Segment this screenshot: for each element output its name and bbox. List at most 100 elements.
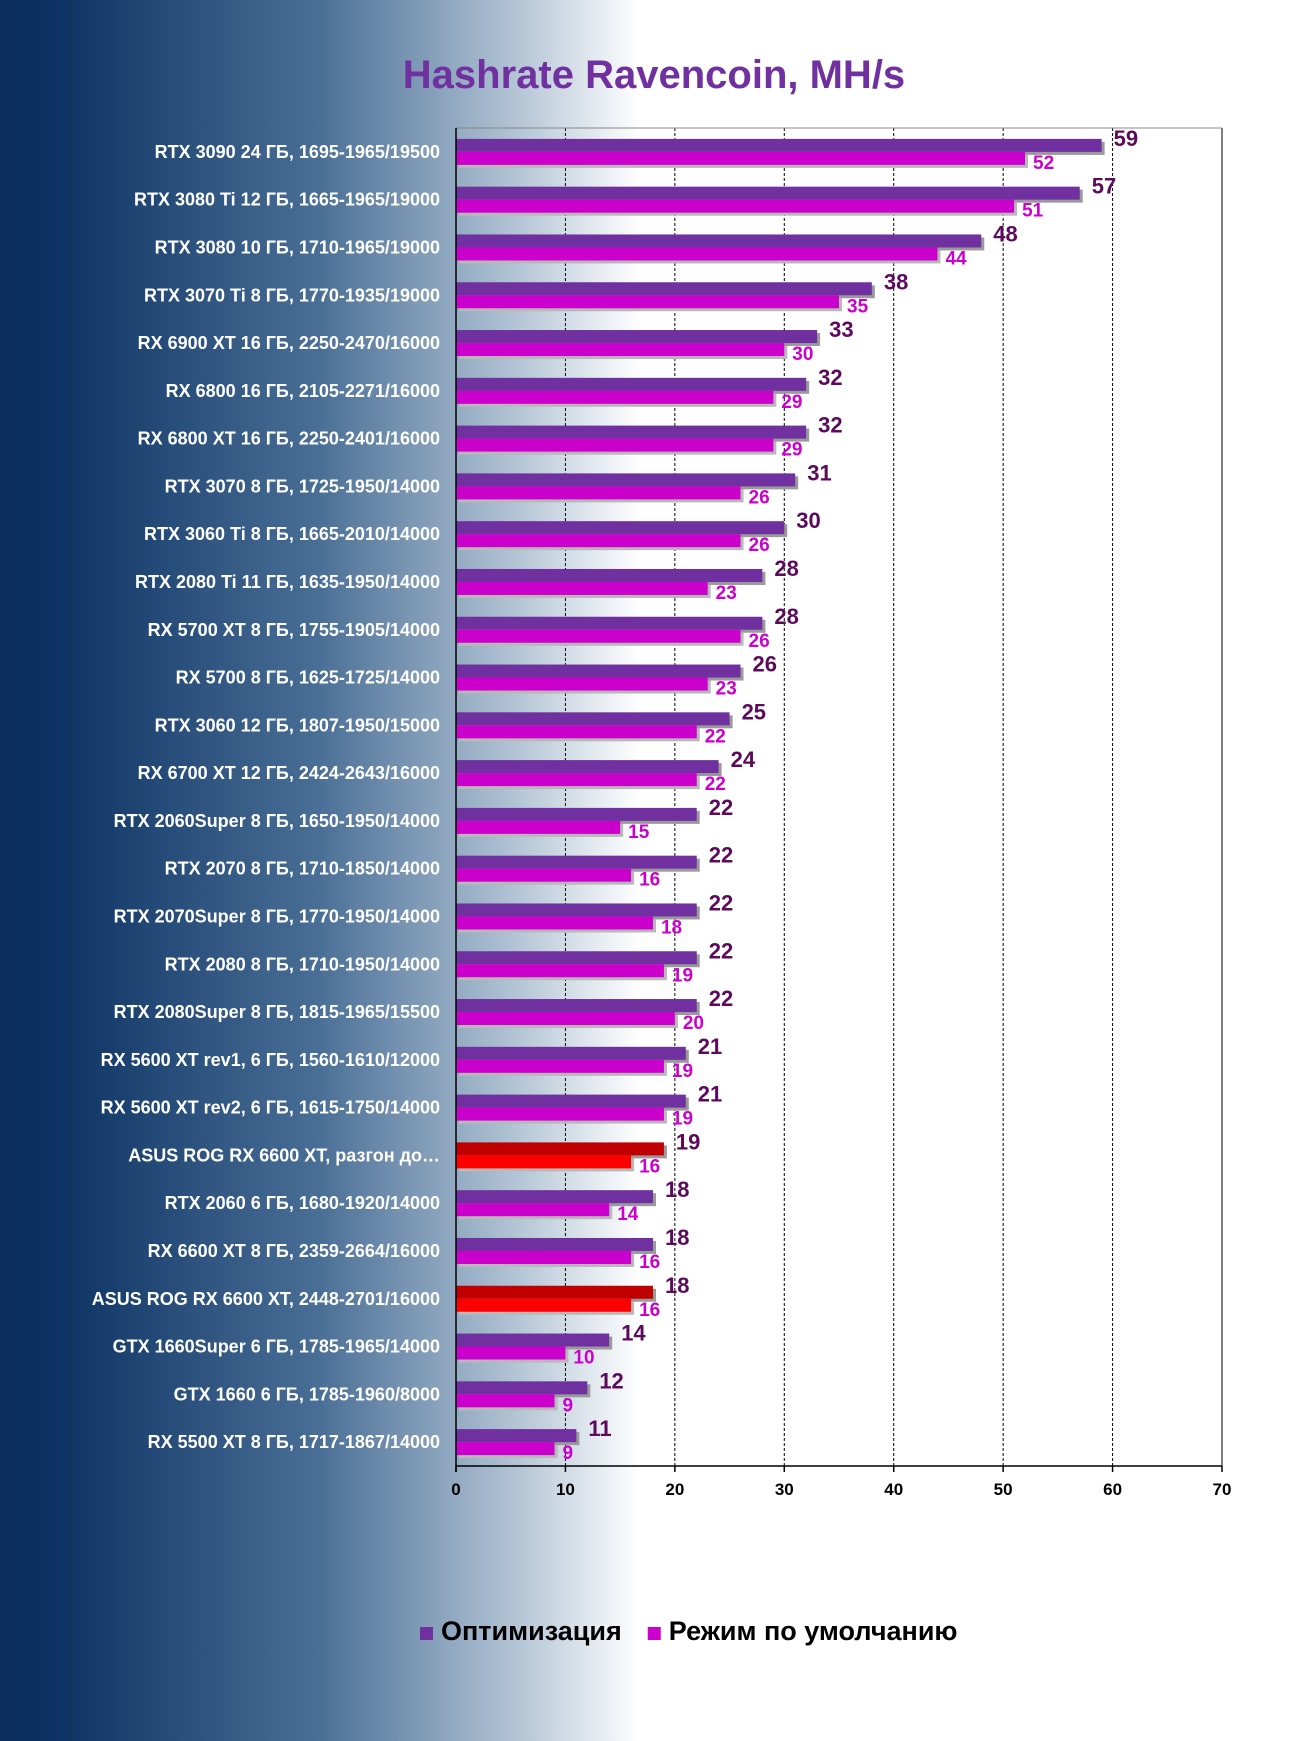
bar-optimization [456, 1429, 577, 1443]
value-label-optimization: 22 [709, 938, 733, 963]
value-label-default: 30 [792, 344, 813, 365]
value-label-optimization: 21 [698, 1082, 722, 1107]
value-label-optimization: 19 [676, 1129, 700, 1154]
category-label: ASUS ROG RX 6600 XT, разгон до… [128, 1145, 440, 1165]
category-label: RX 6800 XT 16 ГБ, 2250-2401/16000 [138, 429, 440, 449]
bar-optimization [456, 664, 741, 678]
bar-default [456, 581, 708, 595]
value-label-optimization: 18 [665, 1177, 689, 1202]
bar-optimization [456, 425, 807, 439]
x-tick-label: 40 [884, 1480, 903, 1499]
bar-optimization [456, 807, 697, 821]
value-label-optimization: 32 [818, 413, 842, 438]
value-label-default: 16 [639, 870, 660, 891]
bar-default [456, 534, 741, 548]
category-label: RX 6800 16 ГБ, 2105-2271/16000 [166, 381, 440, 401]
bar-default [456, 916, 653, 930]
value-label-optimization: 11 [588, 1416, 611, 1441]
bar-optimization [456, 330, 818, 344]
value-label-optimization: 14 [621, 1321, 646, 1346]
bar-default [456, 725, 697, 739]
x-tick-label: 30 [775, 1480, 794, 1499]
category-label: RTX 2080Super 8 ГБ, 1815-1965/15500 [114, 1002, 440, 1022]
bar-optimization [456, 616, 763, 630]
category-labels: RTX 3090 24 ГБ, 1695-1965/19500 RTX 3080 … [92, 142, 440, 1452]
value-label-optimization: 48 [993, 221, 1017, 246]
value-label-default: 26 [749, 535, 770, 556]
category-label: RTX 3060 Ti 8 ГБ, 1665-2010/14000 [144, 524, 440, 544]
value-label-default: 16 [639, 1252, 660, 1273]
legend-label: Режим по умолчанию [669, 1616, 958, 1646]
category-label: RTX 3070 8 ГБ, 1725-1950/14000 [165, 476, 440, 496]
bar-optimization [456, 1094, 686, 1108]
bar-optimization [456, 234, 982, 248]
x-tick-label: 10 [556, 1480, 575, 1499]
category-label: RTX 3080 Ti 12 ГБ, 1665-1965/19000 [134, 190, 440, 210]
bar-default [456, 1203, 610, 1217]
category-label: RX 6600 XT 8 ГБ, 2359-2664/16000 [148, 1241, 440, 1261]
bar-default [456, 868, 632, 882]
value-label-optimization: 21 [698, 1034, 722, 1059]
bar-optimization [456, 760, 719, 774]
bar-optimization [456, 1046, 686, 1060]
category-label: RTX 2060Super 8 ГБ, 1650-1950/14000 [114, 811, 440, 831]
value-label-optimization: 26 [753, 652, 777, 677]
bar-optimization [456, 999, 697, 1013]
value-label-optimization: 59 [1114, 126, 1138, 151]
value-label-default: 23 [716, 679, 737, 700]
bar-default [456, 1394, 555, 1408]
legend: Оптимизация Режим по умолчанию [420, 1616, 957, 1646]
bar-optimization [456, 712, 730, 726]
value-label-optimization: 30 [796, 508, 820, 533]
bar-default [456, 1250, 632, 1264]
bar-default [456, 773, 697, 787]
category-label: ASUS ROG RX 6600 XT, 2448-2701/16000 [92, 1289, 440, 1309]
category-label: RTX 2070 8 ГБ, 1710-1850/14000 [165, 859, 440, 879]
category-label: RTX 2080 Ti 11 ГБ, 1635-1950/14000 [135, 572, 440, 592]
bar-optimization [456, 1285, 653, 1299]
value-label-optimization: 22 [709, 795, 733, 820]
value-label-default: 35 [847, 296, 869, 317]
value-label-optimization: 22 [709, 986, 733, 1011]
value-label-default: 9 [562, 1443, 573, 1464]
value-label-default: 15 [628, 822, 650, 843]
category-label: RX 6900 XT 16 ГБ, 2250-2470/16000 [138, 333, 440, 353]
value-label-default: 18 [661, 917, 682, 938]
value-label-optimization: 33 [829, 317, 853, 342]
category-label: RX 5600 XT rev2, 6 ГБ, 1615-1750/14000 [101, 1098, 440, 1118]
category-label: RTX 3080 10 ГБ, 1710-1965/19000 [155, 237, 440, 257]
bar-default [456, 1012, 675, 1026]
value-label-default: 9 [562, 1395, 573, 1416]
bar-optimization [456, 1190, 653, 1204]
bar-default [456, 151, 1026, 165]
bar-default [456, 820, 621, 834]
category-label: RX 6700 XT 12 ГБ, 2424-2643/16000 [138, 763, 440, 783]
bar-default [456, 1059, 664, 1073]
value-label-default: 26 [749, 487, 770, 508]
value-label-optimization: 32 [818, 365, 842, 390]
category-label: RTX 2080 8 ГБ, 1710-1950/14000 [165, 954, 440, 974]
category-label: RTX 3070 Ti 8 ГБ, 1770-1935/19000 [144, 285, 440, 305]
x-tick-label: 50 [994, 1480, 1013, 1499]
category-label: RX 5700 XT 8 ГБ, 1755-1905/14000 [148, 620, 440, 640]
value-label-default: 14 [617, 1204, 639, 1225]
value-label-default: 44 [945, 248, 967, 269]
x-tick-label: 70 [1213, 1480, 1232, 1499]
bar-optimization [456, 138, 1102, 152]
value-label-default: 51 [1022, 201, 1044, 222]
bar-default [456, 343, 785, 357]
bar-default [456, 486, 741, 500]
category-label: RX 5500 XT 8 ГБ, 1717-1867/14000 [148, 1432, 440, 1452]
value-label-optimization: 31 [807, 460, 831, 485]
value-label-optimization: 28 [774, 556, 798, 581]
bar-optimization [456, 521, 785, 535]
value-label-optimization: 18 [665, 1225, 689, 1250]
value-label-default: 20 [683, 1013, 704, 1034]
bar-optimization [456, 1142, 664, 1156]
value-label-default: 29 [781, 440, 802, 461]
bar-optimization [456, 855, 697, 869]
value-labels: 5952575148443835333032293229312630262823… [562, 126, 1138, 1464]
value-label-optimization: 38 [884, 269, 908, 294]
